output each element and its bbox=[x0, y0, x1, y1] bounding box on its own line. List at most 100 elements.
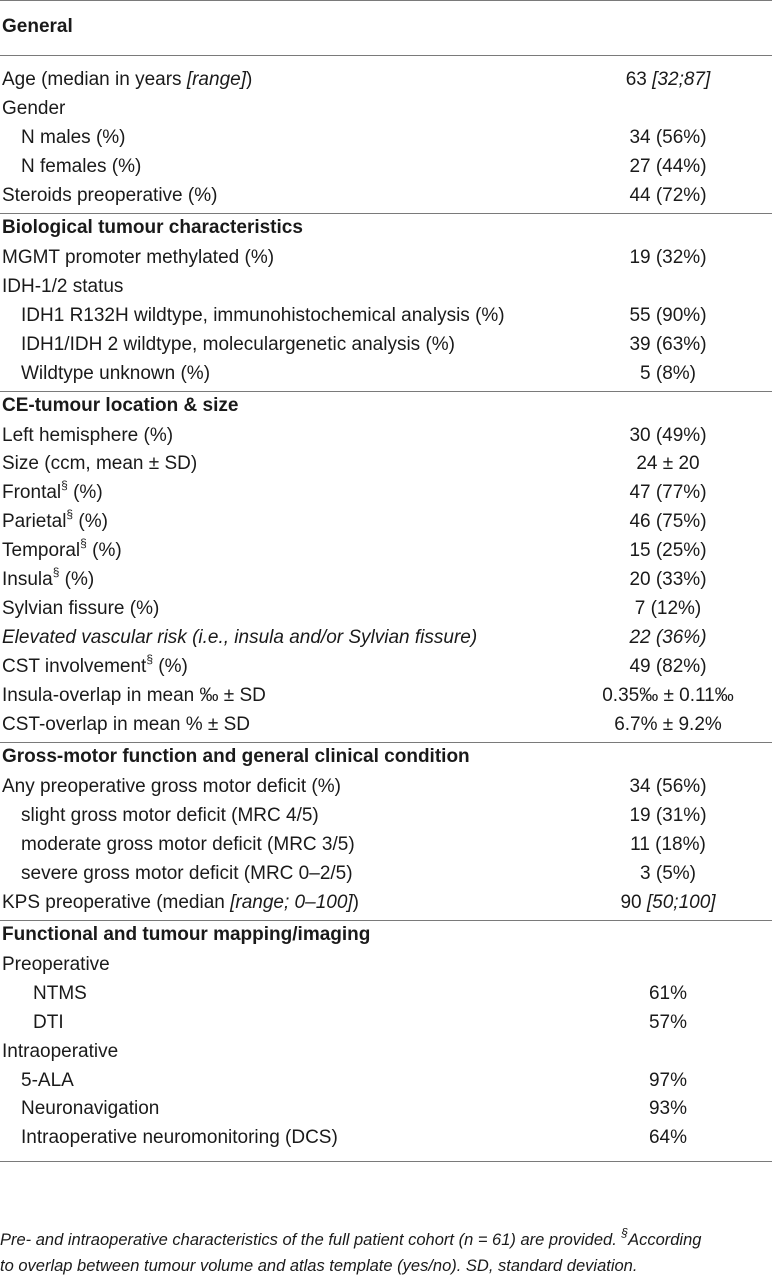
row-label: CST involvement§ (%) bbox=[2, 651, 188, 678]
section-header: CE-tumour location & size bbox=[0, 391, 772, 424]
row-label: slight gross motor deficit (MRC 4/5) bbox=[21, 804, 319, 826]
row-value: 97% bbox=[648, 1069, 688, 1091]
row-value: 47 (77%) bbox=[629, 482, 707, 504]
row-label: Left hemisphere (%) bbox=[2, 424, 174, 446]
row-value: 7 (12%) bbox=[634, 598, 702, 620]
section-rule bbox=[0, 919, 772, 921]
table-row: Sylvian fissure (%) 7 (12%) bbox=[0, 597, 772, 626]
section-title: CE-tumour location & size bbox=[2, 394, 239, 416]
table-row: Neuronavigation 93% bbox=[0, 1097, 772, 1126]
row-value: 24 ± 20 bbox=[636, 453, 700, 475]
row-value: 64% bbox=[648, 1127, 688, 1149]
section-header: Functional and tumour mapping/imaging bbox=[0, 920, 772, 953]
table-row: severe gross motor deficit (MRC 0–2/5) 3 … bbox=[0, 862, 772, 891]
table-row: N females (%) 27 (44%) bbox=[0, 155, 772, 184]
row-label: MGMT promoter methylated (%) bbox=[2, 246, 275, 268]
row-value: 57% bbox=[648, 1011, 688, 1033]
table-row: Age (median in years [range]) 63 [32;87] bbox=[0, 68, 772, 97]
row-label: Age (median in years [range]) bbox=[2, 69, 253, 90]
table-row: Gender bbox=[0, 97, 772, 126]
table-row: Steroids preoperative (%) 44 (72%) bbox=[0, 184, 772, 213]
row-value: 11 (18%) bbox=[630, 833, 706, 855]
row-label: IDH1 R132H wildtype, immunohistochemical… bbox=[21, 304, 505, 326]
row-value: 19 (31%) bbox=[629, 804, 707, 826]
table-row: Intraoperative bbox=[0, 1040, 772, 1069]
row-label: Sylvian fissure (%) bbox=[2, 598, 160, 620]
row-value: 5 (8%) bbox=[640, 362, 696, 384]
row-value: 44 (72%) bbox=[629, 184, 707, 206]
row-label: Wildtype unknown (%) bbox=[21, 362, 211, 384]
footnote-line-1: Pre- and intraoperative characteristics … bbox=[0, 1225, 702, 1250]
row-value: 22 (36%) bbox=[629, 627, 707, 649]
table-row: 5-ALA 97% bbox=[0, 1069, 772, 1098]
row-label: IDH-1/2 status bbox=[2, 275, 124, 297]
row-label: N females (%) bbox=[21, 155, 142, 177]
row-label: CST-overlap in mean % ± SD bbox=[2, 714, 251, 735]
row-value: 63 [32;87] bbox=[625, 69, 711, 90]
row-label: DTI bbox=[33, 1011, 64, 1033]
row-value: 30 (49%) bbox=[629, 424, 707, 446]
row-value: 90 [50;100] bbox=[620, 891, 716, 913]
row-value: 0.35‰ ± 0.11‰ bbox=[602, 685, 734, 707]
row-value: 55 (90%) bbox=[629, 304, 707, 326]
row-label: Parietal§ (%) bbox=[2, 507, 108, 533]
row-value: 61% bbox=[648, 982, 688, 1004]
table-row: Left hemisphere (%) 30 (49%) bbox=[0, 424, 772, 453]
table-row: KPS preoperative (median [range; 0–100])… bbox=[0, 891, 772, 920]
table-row: IDH1 R132H wildtype, immunohistochemical… bbox=[0, 304, 772, 333]
section-title: Biological tumour characteristics bbox=[2, 216, 303, 238]
section-header: Biological tumour characteristics bbox=[0, 213, 772, 246]
row-value: 27 (44%) bbox=[629, 155, 707, 177]
row-label: Neuronavigation bbox=[21, 1098, 160, 1120]
table-row: slight gross motor deficit (MRC 4/5) 19 (… bbox=[0, 804, 772, 833]
table-row: Intraoperative neuromonitoring (DCS) 64% bbox=[0, 1126, 772, 1155]
table-row: CST involvement§ (%) 49 (82%) bbox=[0, 651, 772, 684]
row-label: Steroids preoperative (%) bbox=[2, 184, 218, 206]
table-row: Wildtype unknown (%) 5 (8%) bbox=[0, 362, 772, 391]
row-label: Elevated vascular risk (i.e., insula and… bbox=[2, 627, 478, 649]
table-row: MGMT promoter methylated (%) 19 (32%) bbox=[0, 246, 772, 275]
footnote-line-2: to overlap between tumour volume and atl… bbox=[0, 1257, 638, 1275]
row-value: 20 (33%) bbox=[629, 569, 707, 591]
row-label: Any preoperative gross motor deficit (%) bbox=[2, 775, 341, 797]
row-label: Size (ccm, mean ± SD) bbox=[2, 453, 198, 475]
row-value: 6.7% ± 9.2% bbox=[614, 714, 722, 735]
row-label: Frontal§ (%) bbox=[2, 478, 103, 504]
table-footnote: Pre- and intraoperative characteristics … bbox=[0, 1227, 772, 1279]
row-value: 3 (5%) bbox=[640, 862, 696, 884]
row-value: 93% bbox=[648, 1098, 688, 1120]
section-title: Gross-motor function and general clinica… bbox=[2, 745, 470, 767]
row-label: Insula-overlap in mean ‰ ± SD bbox=[2, 685, 266, 707]
row-label: N males (%) bbox=[21, 126, 126, 148]
table-row: Elevated vascular risk (i.e., insula and… bbox=[0, 626, 772, 655]
row-value: 39 (63%) bbox=[629, 333, 707, 355]
row-label: Preoperative bbox=[2, 953, 110, 975]
table-row: Preoperative bbox=[0, 953, 772, 982]
table-row: IDH-1/2 status bbox=[0, 275, 772, 304]
row-value: 15 (25%) bbox=[629, 540, 707, 562]
table-row: IDH1/IDH 2 wildtype, moleculargenetic an… bbox=[0, 333, 772, 362]
row-label: Intraoperative bbox=[2, 1040, 119, 1062]
row-value: 46 (75%) bbox=[629, 511, 707, 533]
table-row: Insula§ (%) 20 (33%) bbox=[0, 566, 772, 597]
table-row: moderate gross motor deficit (MRC 3/5) 11… bbox=[0, 833, 772, 862]
table-row: N males (%) 34 (56%) bbox=[0, 126, 772, 155]
row-value: 34 (56%) bbox=[629, 775, 707, 797]
row-value: 19 (32%) bbox=[629, 246, 707, 268]
row-label: moderate gross motor deficit (MRC 3/5) bbox=[21, 833, 355, 855]
table-row: Any preoperative gross motor deficit (%)… bbox=[0, 775, 772, 804]
section-rule bbox=[0, 741, 772, 743]
table-row: Temporal§ (%) 15 (25%) bbox=[0, 537, 772, 568]
table-row: NTMS 61% bbox=[0, 982, 772, 1011]
row-label: severe gross motor deficit (MRC 0–2/5) bbox=[21, 862, 353, 884]
table-row: Insula-overlap in mean ‰ ± SD 0.35‰ ± 0.1… bbox=[0, 684, 772, 713]
section-header: Gross-motor function and general clinica… bbox=[0, 742, 772, 775]
row-value: 49 (82%) bbox=[629, 656, 707, 678]
table-bottom-rule bbox=[0, 1161, 772, 1163]
table-top-rule bbox=[0, 0, 772, 1]
table-row: Parietal§ (%) 46 (75%) bbox=[0, 507, 772, 539]
table-row: Frontal§ (%) 47 (77%) bbox=[0, 478, 772, 510]
row-label: Intraoperative neuromonitoring (DCS) bbox=[21, 1127, 338, 1149]
row-label: KPS preoperative (median [range; 0–100]) bbox=[2, 891, 359, 913]
table-row: Size (ccm, mean ± SD) 24 ± 20 bbox=[0, 452, 772, 481]
